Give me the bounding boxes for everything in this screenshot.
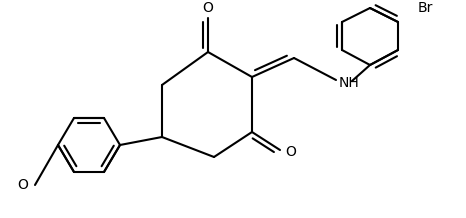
Text: O: O <box>17 178 28 192</box>
Text: O: O <box>203 1 213 15</box>
Text: NH: NH <box>339 76 360 90</box>
Text: Br: Br <box>418 1 433 15</box>
Text: O: O <box>285 145 296 159</box>
